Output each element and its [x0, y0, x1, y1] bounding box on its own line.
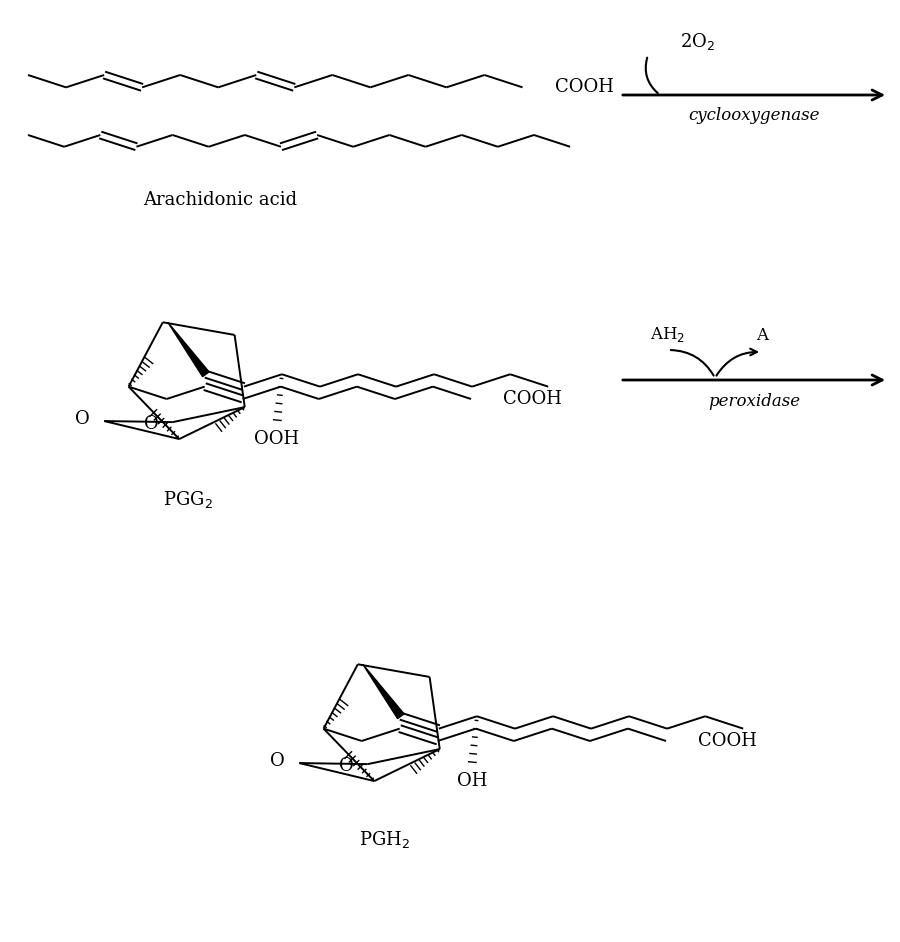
Text: A: A — [756, 327, 768, 344]
Text: 2O$_2$: 2O$_2$ — [680, 31, 716, 53]
Text: COOH: COOH — [554, 78, 614, 96]
Text: Arachidonic acid: Arachidonic acid — [143, 191, 297, 209]
Text: COOH: COOH — [503, 390, 562, 408]
FancyArrowPatch shape — [716, 349, 757, 376]
Text: AH$_2$: AH$_2$ — [651, 326, 686, 345]
Text: PGH$_2$: PGH$_2$ — [359, 830, 410, 851]
FancyArrowPatch shape — [645, 57, 658, 93]
Text: COOH: COOH — [698, 732, 757, 750]
Text: O: O — [144, 415, 158, 433]
Text: OOH: OOH — [255, 430, 300, 448]
Text: OH: OH — [456, 772, 487, 790]
Text: PGG$_2$: PGG$_2$ — [163, 490, 213, 511]
Polygon shape — [363, 664, 404, 719]
Text: O: O — [271, 752, 285, 770]
FancyArrowPatch shape — [670, 350, 714, 376]
Polygon shape — [167, 322, 209, 377]
Text: peroxidase: peroxidase — [708, 394, 800, 411]
Text: cyclooxygenase: cyclooxygenase — [688, 106, 820, 123]
Text: O: O — [339, 757, 354, 775]
Text: O: O — [76, 410, 90, 428]
